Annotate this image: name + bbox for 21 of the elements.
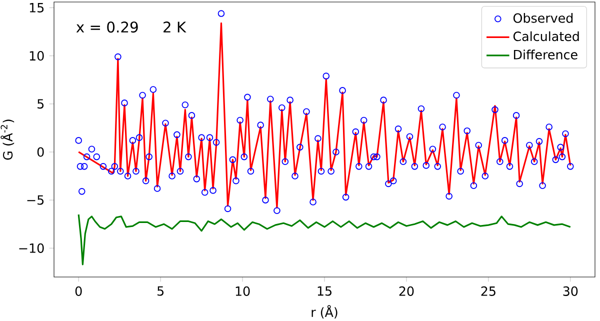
- line-series: [78, 214, 572, 266]
- x-tick-label: 20: [399, 286, 414, 296]
- x-tick-label: 30: [563, 286, 578, 296]
- x-tick-label: 15: [318, 286, 332, 296]
- x-tick-label: 5: [158, 286, 164, 296]
- y-axis-title: G (Å$^{-2}$): [0, 120, 14, 160]
- x-tick-label: 0: [75, 286, 82, 296]
- legend-label: Observed: [513, 13, 573, 23]
- x-tick-label: 25: [481, 286, 496, 296]
- y-tick-label: 5: [38, 99, 44, 109]
- y-tick-label: 10: [30, 51, 44, 61]
- y-tick-label: 0: [37, 147, 44, 157]
- y-tick-label: −5: [27, 195, 44, 205]
- y-tick-label: −10: [19, 243, 44, 253]
- annotation: 2 K: [164, 22, 186, 32]
- legend-label: Difference: [514, 50, 578, 60]
- x-axis-title: r (Å): [312, 305, 338, 319]
- legend-label: Calculated: [513, 31, 579, 42]
- x-tick-label: 10: [236, 286, 250, 296]
- annotation: x = 0.29: [76, 22, 138, 33]
- y-tick-label: 15: [30, 3, 44, 12]
